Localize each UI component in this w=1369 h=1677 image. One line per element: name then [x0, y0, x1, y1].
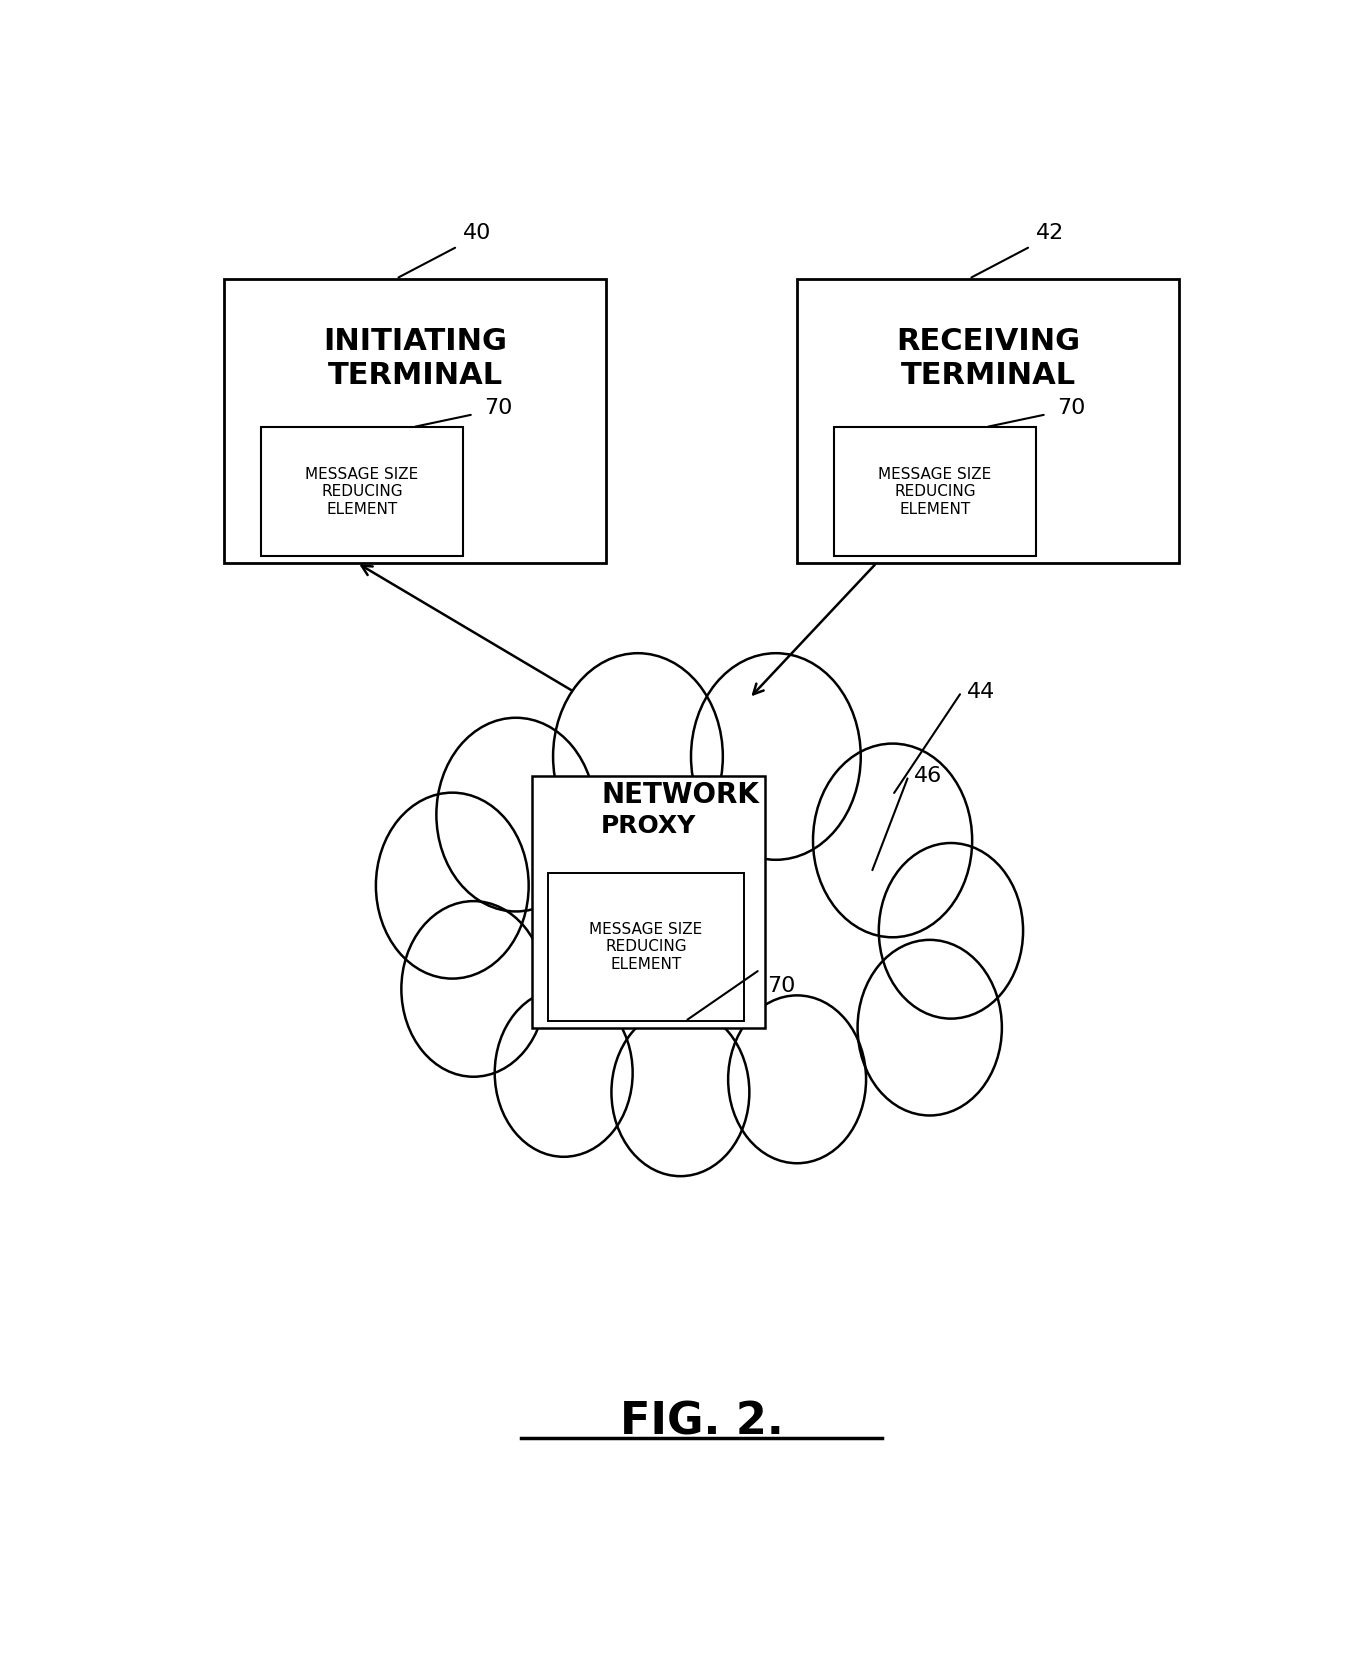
Circle shape	[687, 647, 865, 865]
Text: 42: 42	[1036, 223, 1064, 243]
Bar	[225, 278, 606, 563]
Text: 44: 44	[967, 683, 995, 703]
Circle shape	[608, 1005, 753, 1181]
Text: FIG. 2.: FIG. 2.	[620, 1400, 783, 1442]
Text: PROXY: PROXY	[601, 815, 697, 838]
Text: 70: 70	[1057, 397, 1086, 418]
Bar	[834, 428, 1036, 557]
Text: MESSAGE SIZE
REDUCING
ELEMENT: MESSAGE SIZE REDUCING ELEMENT	[879, 466, 991, 517]
Polygon shape	[470, 724, 935, 1085]
Text: MESSAGE SIZE
REDUCING
ELEMENT: MESSAGE SIZE REDUCING ELEMENT	[305, 466, 419, 517]
Bar	[533, 776, 765, 1028]
Text: 46: 46	[914, 766, 942, 787]
Circle shape	[724, 991, 869, 1167]
Text: NETWORK: NETWORK	[601, 781, 760, 810]
Circle shape	[372, 788, 533, 983]
Text: MESSAGE SIZE
REDUCING
ELEMENT: MESSAGE SIZE REDUCING ELEMENT	[589, 922, 702, 973]
Text: 40: 40	[463, 223, 491, 243]
Text: INITIATING
TERMINAL: INITIATING TERMINAL	[323, 327, 507, 389]
Circle shape	[549, 647, 727, 865]
Circle shape	[809, 740, 976, 942]
Text: 70: 70	[485, 397, 512, 418]
Circle shape	[398, 897, 549, 1082]
Bar	[261, 428, 463, 557]
Text: RECEIVING
TERMINAL: RECEIVING TERMINAL	[897, 327, 1080, 389]
Circle shape	[433, 713, 600, 916]
Bar	[797, 278, 1179, 563]
Circle shape	[875, 838, 1027, 1023]
Circle shape	[491, 984, 637, 1160]
Circle shape	[854, 936, 1005, 1120]
Bar	[548, 872, 745, 1021]
Text: 70: 70	[768, 976, 795, 996]
